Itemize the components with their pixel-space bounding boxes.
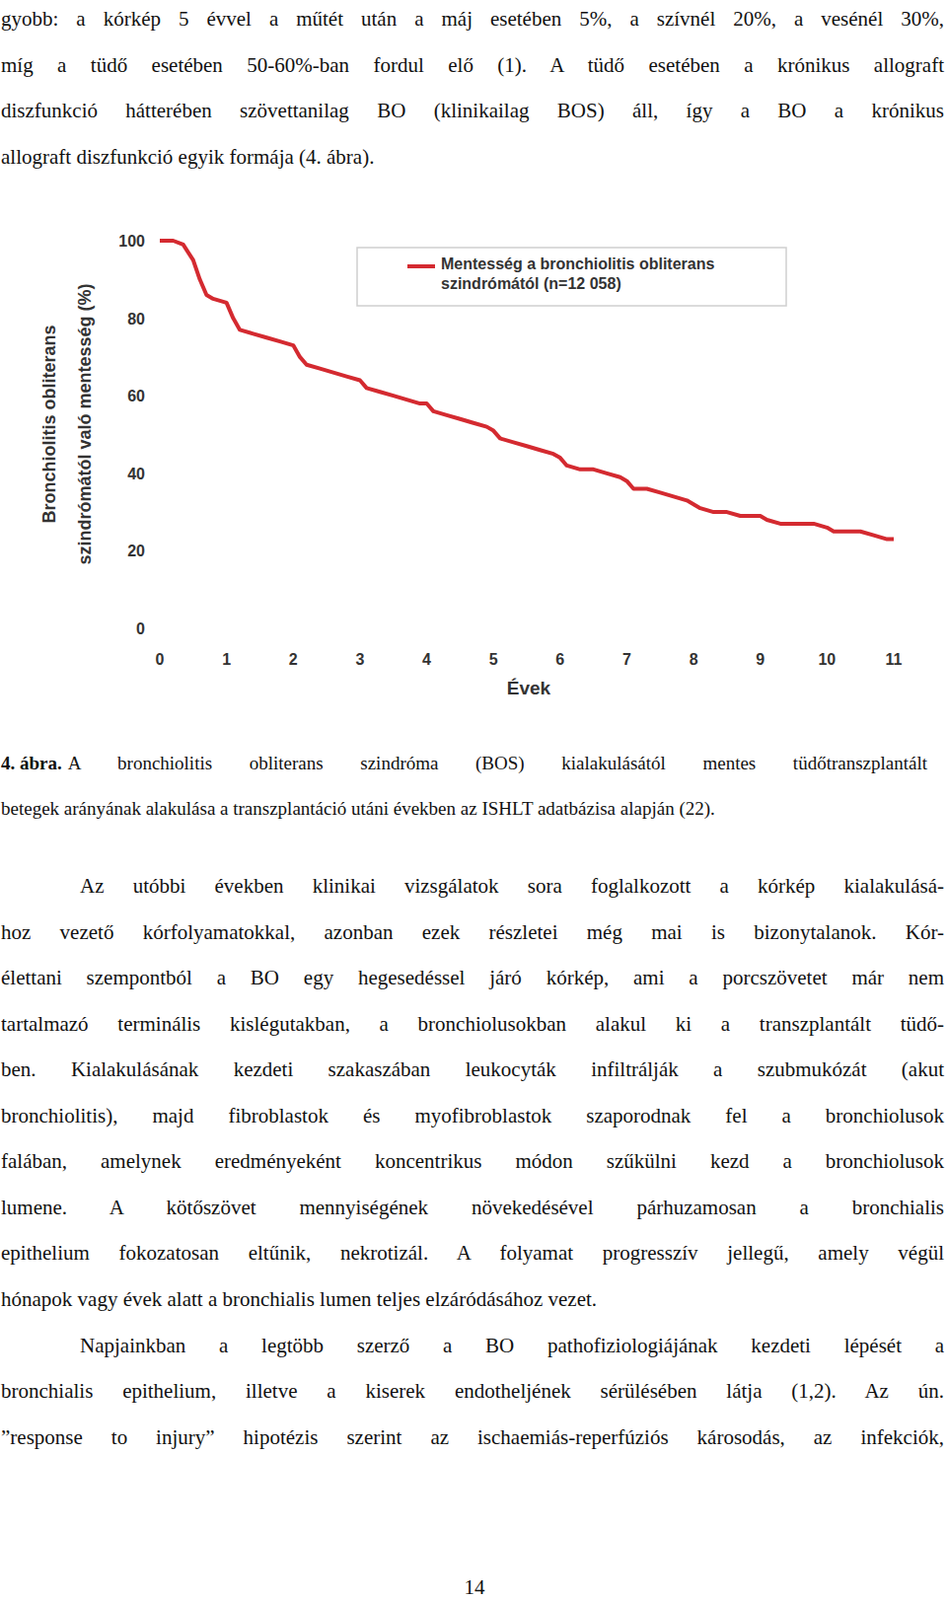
x-tick-label: 8	[689, 651, 699, 668]
body-line: hónapok vagy évek alatt a bronchialis lu…	[0, 1287, 597, 1312]
body-line: hoz vezető kórfolyamatokkal, azonban eze…	[0, 920, 945, 946]
x-tick-label: 0	[155, 651, 165, 668]
x-tick-label: 3	[355, 651, 365, 668]
x-tick-label: 6	[555, 651, 565, 668]
body-line: Az utóbbi években klinikai vizsgálatok s…	[79, 874, 945, 899]
legend-box	[357, 247, 787, 306]
x-tick-label: 4	[422, 651, 432, 668]
y-tick-label: 20	[127, 542, 146, 560]
y-tick-label: 60	[127, 387, 146, 405]
plot-area	[159, 240, 894, 540]
x-tick-label: 10	[817, 651, 836, 668]
body-line: lumene. A kötőszövet mennyiségének növek…	[0, 1195, 945, 1221]
legend-label: Mentesség a bronchiolitis obliterans szi…	[440, 254, 782, 294]
body-line: bronchiolitis), majd fibroblastok és myo…	[0, 1103, 945, 1129]
body-line: allograft diszfunkció egyik formája (4. …	[0, 145, 374, 170]
caption-label: 4. ábra.	[0, 752, 63, 775]
legend-swatch	[407, 264, 436, 269]
series-line	[159, 240, 894, 540]
x-tick-label: 5	[489, 651, 499, 668]
body-line: élettani szempontból a BO egy hegesedéss…	[0, 965, 945, 991]
x-tick-label: 2	[289, 651, 298, 668]
page-number: 14	[464, 1575, 486, 1600]
y-tick-label: 80	[127, 310, 146, 328]
y-tick-label: 40	[127, 465, 146, 483]
caption-line: betegek arányának alakulása a transzplan…	[0, 798, 716, 820]
y-axis-title: Bronchiolitis obliterans	[39, 324, 60, 523]
caption-line: A bronchiolitis obliterans szindróma (BO…	[68, 752, 928, 775]
x-tick-label: 1	[221, 651, 231, 668]
x-tick-label: 7	[622, 651, 632, 668]
body-line: ben. Kialakulásának kezdeti szakaszában …	[0, 1057, 945, 1083]
body-line: epithelium fokozatosan eltűnik, nekrotiz…	[0, 1240, 945, 1266]
y-axis-title: szindrómától való mentesség (%)	[74, 283, 95, 565]
body-line: míg a tüdő esetében 50-60%-ban fordul el…	[0, 53, 945, 78]
x-tick-label: 9	[755, 651, 765, 668]
body-line: bronchialis epithelium, illetve a kisere…	[0, 1379, 945, 1404]
y-tick-label: 0	[136, 620, 146, 638]
body-line: ”response to injury” hipotézis szerint a…	[0, 1425, 945, 1451]
body-line: Napjainkban a legtöbb szerző a BO pathof…	[79, 1333, 945, 1359]
page: {"paragraphs": [ ["gyobb: a kórkép 5 évv…	[0, 0, 947, 1600]
body-line: falában, amelynek eredményeként koncentr…	[0, 1149, 945, 1174]
chart: 0 20 40 60 80 100 0 1 2 3 4 5 6 7 8 9 10 11 Évek Bronchioli…	[0, 0, 947, 1600]
body-line: gyobb: a kórkép 5 évvel a műtét után a m…	[0, 6, 945, 32]
x-tick-label: 11	[885, 651, 903, 668]
body-line: tartalmazó terminális kislégutakban, a b…	[0, 1012, 945, 1037]
body-line: diszfunkció hátterében szövettanilag BO …	[0, 98, 945, 124]
x-axis-title: Évek	[507, 677, 552, 699]
y-tick-label: 100	[118, 232, 146, 250]
